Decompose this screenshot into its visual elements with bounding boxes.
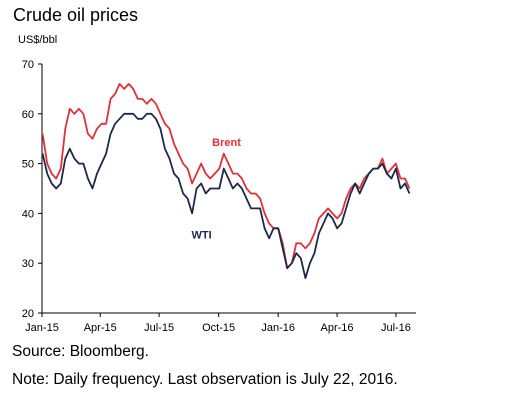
chart-plot: 20 30 40 50 60 70 Jan-15 Apr-15 Jul-15 Oct-15 Jan-… (22, 59, 416, 334)
source-note: Source: Bloomberg. (12, 343, 149, 360)
x-tick-label: Jul-16 (381, 322, 411, 334)
y-tick-label: 60 (22, 109, 34, 121)
series-label-brent: Brent (212, 137, 241, 149)
x-tick-label: Jan-16 (261, 322, 295, 334)
y-tick-label: 70 (22, 59, 34, 71)
chart-title: Crude oil prices (13, 5, 139, 25)
x-tick-label: Jul-15 (144, 322, 174, 334)
x-tick-label: Oct-15 (202, 322, 235, 334)
x-tick-label: Jan-15 (25, 322, 59, 334)
y-tick-label: 50 (22, 159, 34, 171)
series-label-wti: WTI (191, 229, 211, 241)
series-line-brent (41, 83, 411, 270)
y-axis-unit-label: US$/bbl (18, 34, 58, 46)
series-line-wti (41, 112, 411, 279)
y-tick-label: 30 (22, 258, 34, 270)
chart-axes: 20 30 40 50 60 70 Jan-15 Apr-15 Jul-15 Oct-15 Jan-… (22, 59, 416, 334)
x-tick-label: Apr-16 (321, 322, 354, 334)
x-tick-label: Apr-15 (84, 322, 117, 334)
y-tick-label: 40 (22, 208, 34, 220)
chart-labels: Brent WTI (191, 137, 241, 241)
chart-lines (41, 83, 411, 279)
footnote: Note: Daily frequency. Last observation … (12, 371, 398, 388)
y-tick-label: 20 (22, 308, 34, 320)
